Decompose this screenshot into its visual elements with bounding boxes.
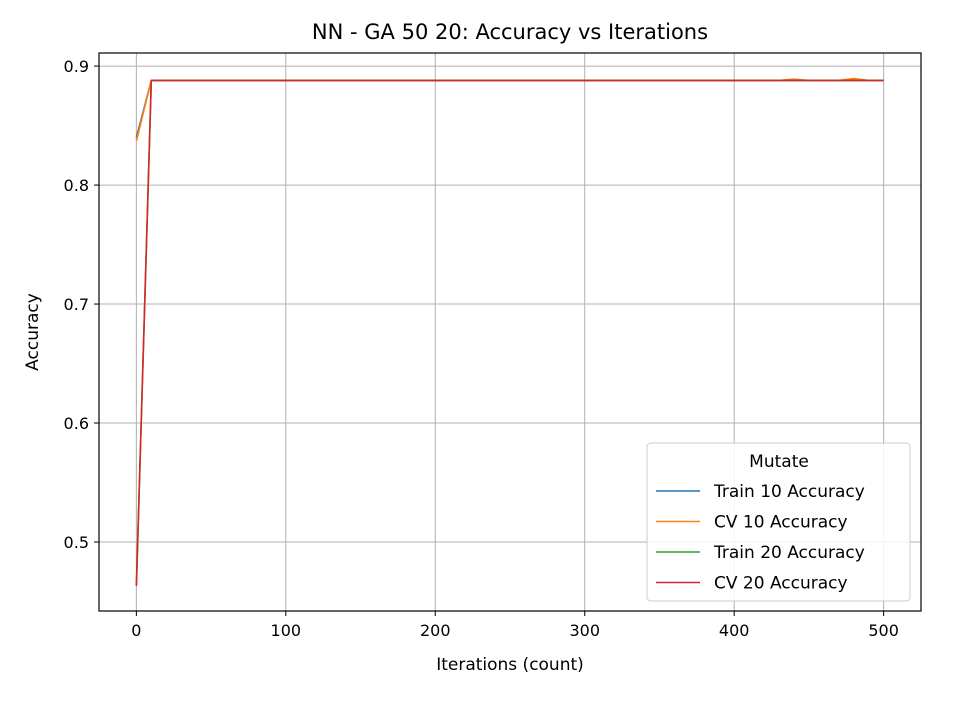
series-layer — [135, 77, 884, 587]
legend-entries: Train 10 Accuracy CV 10 Accuracy Train 20 … — [656, 482, 865, 594]
x-tick-label-4: 400 — [719, 621, 750, 640]
y-axis-ticks: 0.5 0.6 0.7 0.8 0.9 — [64, 57, 99, 552]
y-tick-label-1: 0.6 — [64, 414, 89, 433]
chart-title: NN - GA 50 20: Accuracy vs Iterations — [312, 20, 708, 44]
y-tick-label-2: 0.7 — [64, 295, 89, 314]
y-axis-label: Accuracy — [23, 293, 43, 371]
legend-label-0: Train 10 Accuracy — [713, 482, 865, 502]
x-axis-ticks: 0 100 200 300 400 500 — [131, 611, 899, 640]
plot-frame — [98, 52, 922, 612]
x-axis-label: Iterations (count) — [436, 655, 584, 675]
y-tick-label-0: 0.5 — [64, 533, 89, 552]
legend-title: Mutate — [749, 452, 809, 472]
legend-box — [646, 442, 911, 602]
y-tick-label-4: 0.9 — [64, 57, 89, 76]
series-line-3 — [135, 79, 884, 587]
x-tick-label-0: 0 — [131, 621, 141, 640]
x-tick-label-1: 100 — [271, 621, 302, 640]
legend-label-1: CV 10 Accuracy — [714, 513, 848, 533]
legend-label-3: CV 20 Accuracy — [714, 574, 848, 594]
y-tick-label-3: 0.8 — [64, 176, 89, 195]
legend-label-2: Train 20 Accuracy — [713, 543, 865, 563]
x-tick-label-3: 300 — [569, 621, 600, 640]
x-tick-label-5: 500 — [868, 621, 899, 640]
x-tick-label-2: 200 — [420, 621, 451, 640]
